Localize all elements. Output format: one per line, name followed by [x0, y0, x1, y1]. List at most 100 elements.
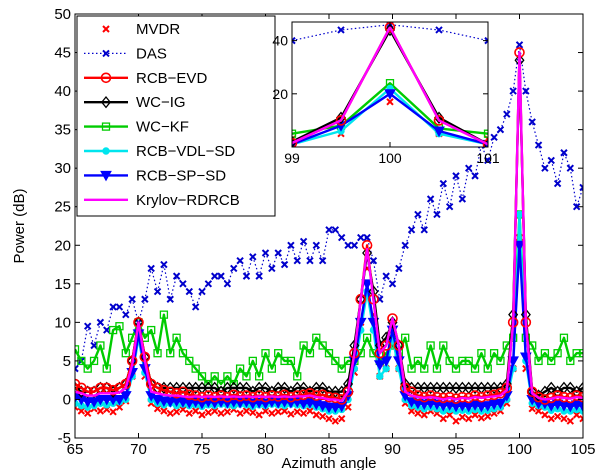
main-point-das: [428, 196, 434, 202]
main-point-das: [415, 211, 421, 217]
main-point-mvdr: [332, 418, 338, 424]
main-y-tick-label: 45: [54, 45, 71, 62]
main-point-das: [104, 327, 110, 333]
main-point-das: [205, 281, 211, 287]
main-point-das: [466, 165, 472, 171]
main-point-das: [275, 250, 281, 256]
main-point-das: [85, 323, 91, 329]
main-point-mvdr: [186, 410, 192, 416]
main-point-mvdr: [250, 410, 256, 416]
main-point-mvdr: [237, 410, 243, 416]
main-point-das: [224, 281, 230, 287]
main-point-das: [199, 289, 205, 295]
main-point-mvdr: [275, 409, 281, 415]
main-point-das: [396, 265, 402, 271]
main-x-tick-label: 95: [448, 441, 465, 458]
main-point-das: [186, 289, 192, 295]
main-y-tick-label: 40: [54, 83, 71, 100]
main-point-das: [409, 227, 415, 233]
main-point-mvdr: [199, 412, 205, 418]
main-point-das: [567, 165, 573, 171]
main-point-mvdr: [320, 413, 326, 419]
main-y-tick-label: 15: [54, 276, 71, 293]
main-point-mvdr: [548, 416, 554, 422]
main-point-das: [250, 254, 256, 260]
main-point-das: [263, 250, 269, 256]
main-point-mvdr: [561, 416, 567, 422]
main-point-das: [453, 173, 459, 179]
main-point-das: [555, 181, 561, 187]
main-point-mvdr: [301, 410, 307, 416]
inset-y-tick-label: 40: [272, 33, 288, 49]
main-point-das: [504, 111, 510, 117]
main-point-rcb-vdl-sd: [377, 373, 383, 379]
main-point-das: [313, 242, 319, 248]
legend-box: [77, 16, 275, 216]
legend-label: WC−IG: [136, 94, 186, 111]
main-y-tick-label: 35: [54, 122, 71, 139]
main-point-mvdr: [193, 408, 199, 414]
main-point-mvdr: [97, 408, 103, 414]
main-point-mvdr: [339, 416, 345, 422]
x-axis-label: Azimuth angle: [281, 455, 376, 470]
main-point-mvdr: [415, 410, 421, 416]
legend-label: RCB−EVD: [136, 70, 207, 87]
inset-plot: 99 100 101 20 40: [272, 22, 499, 166]
main-y-tick-label: 10: [54, 314, 71, 331]
main-point-mvdr: [478, 415, 484, 421]
main-point-das: [307, 258, 313, 264]
main-point-das: [288, 242, 294, 248]
main-point-mvdr: [466, 416, 472, 422]
main-y-tick-label: 50: [54, 6, 71, 23]
main-point-das: [282, 262, 288, 268]
main-point-das: [510, 88, 516, 94]
main-series-line-wc-kf: [75, 214, 583, 384]
main-point-mvdr: [485, 413, 491, 419]
main-point-das: [123, 312, 129, 318]
main-point-das: [193, 304, 199, 310]
main-point-das: [256, 273, 262, 279]
main-y-tick-label: -5: [58, 430, 71, 447]
main-point-das: [320, 258, 326, 264]
main-y-tick-label: 30: [54, 160, 71, 177]
main-point-das: [97, 319, 103, 325]
main-point-das: [517, 42, 523, 48]
legend-swatch-marker: [103, 148, 109, 154]
main-point-das: [440, 181, 446, 187]
main-point-das: [497, 127, 503, 133]
main-point-das: [383, 273, 389, 279]
main-point-mvdr: [555, 413, 561, 419]
main-x-tick-label: 90: [384, 441, 401, 458]
main-point-mvdr: [542, 412, 548, 418]
main-point-mvdr: [243, 408, 249, 414]
main-point-mvdr: [288, 411, 294, 417]
main-y-tick-label: 20: [54, 237, 71, 254]
main-point-das: [269, 265, 275, 271]
main-point-mvdr: [459, 414, 465, 420]
main-point-mvdr: [205, 410, 211, 416]
y-axis-label: Power (dB): [11, 188, 28, 263]
main-point-das: [447, 204, 453, 210]
main-x-tick-label: 75: [194, 441, 211, 458]
main-point-das: [390, 281, 396, 287]
legend-label: RCB−VDL−SD: [136, 143, 235, 160]
main-point-mvdr: [224, 409, 230, 415]
main-point-das: [548, 157, 554, 163]
main-y-tick-label: 5: [63, 353, 71, 370]
main-point-das: [326, 227, 332, 233]
main-point-mvdr: [218, 410, 224, 416]
main-point-mvdr: [440, 416, 446, 422]
main-point-mvdr: [326, 416, 332, 422]
main-point-das: [294, 258, 300, 264]
legend-label: DAS: [136, 45, 167, 62]
main-point-mvdr: [421, 412, 427, 418]
main-y-tick-label: 25: [54, 199, 71, 216]
main-point-das: [243, 273, 249, 279]
inset-x-tick-label: 101: [476, 150, 500, 166]
legend-label: RCB−SP−SD: [136, 167, 226, 184]
legend-label: Krylov−RDRCB: [136, 192, 240, 209]
legend: MVDR DAS RCB−EVD WC−IG WC−KF RCB−VDL−SD RCB−SP…: [77, 16, 275, 216]
main-point-das: [142, 296, 148, 302]
main-point-mvdr: [256, 412, 262, 418]
